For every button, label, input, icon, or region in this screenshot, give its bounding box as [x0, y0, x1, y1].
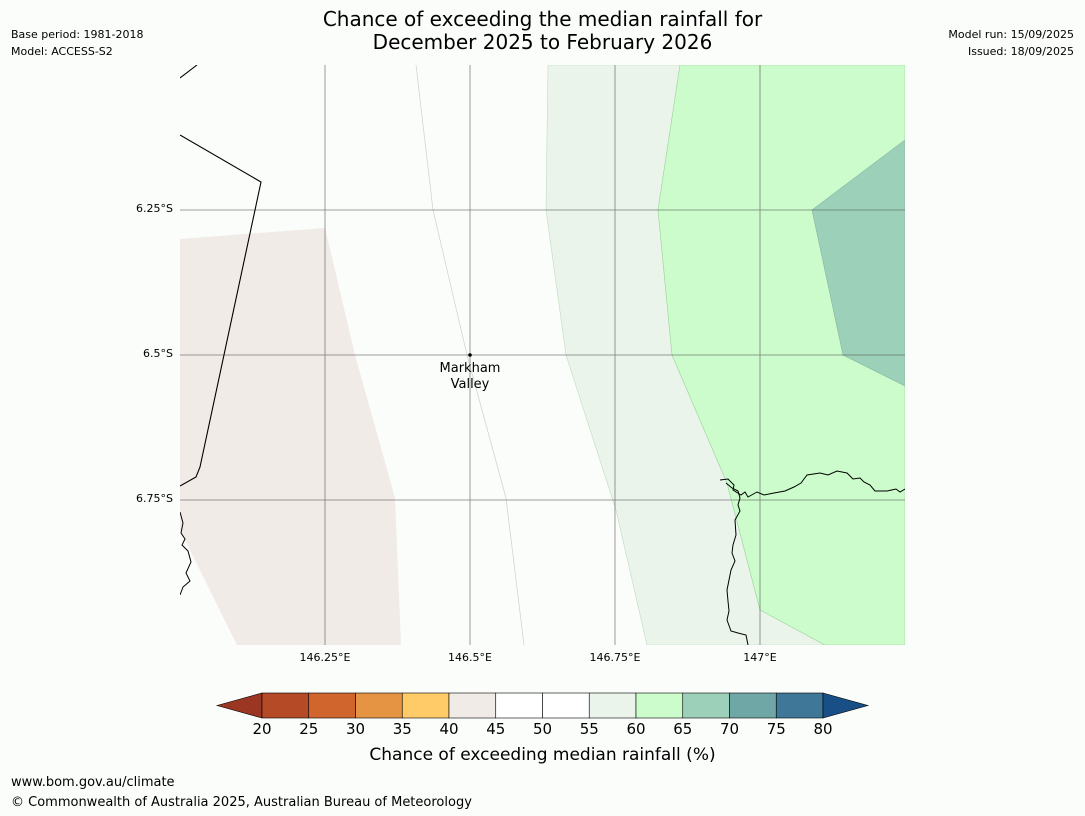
colorbar-cell [542, 692, 590, 719]
lon-label-146-75: 146.75°E [589, 651, 641, 664]
lat-label-6-5: 6.5°S [143, 347, 173, 360]
lat-label-6-75: 6.75°S [136, 492, 173, 505]
colorbar-tick-label: 55 [579, 720, 599, 738]
colorbar-cell [261, 692, 310, 719]
coastline-west [180, 511, 192, 596]
rainfall-map: Markham Valley [180, 65, 905, 645]
province-boundary-2 [180, 134, 262, 487]
title-line-1: Chance of exceeding the median rainfall … [322, 7, 763, 31]
province-boundary [180, 65, 198, 79]
meta-right: Model run: 15/09/2025 Issued: 18/09/2025 [948, 26, 1074, 60]
colorbar-tick-label: 45 [486, 720, 506, 738]
colorbar-extend-high [822, 692, 870, 719]
title-line-2: December 2025 to February 2026 [372, 30, 713, 54]
lon-label-146-25: 146.25°E [299, 651, 351, 664]
coastline-east-inlet [725, 482, 749, 645]
colorbar-title: Chance of exceeding median rainfall (%) [369, 745, 716, 765]
colorbar-tick-label: 65 [673, 720, 693, 738]
colorbar-cell [355, 692, 403, 719]
colorbar-tick-label: 60 [626, 720, 646, 738]
location-name-line1: Markham [440, 361, 501, 376]
colorbar-cell [495, 692, 543, 719]
colorbar-tick-label: 75 [766, 720, 786, 738]
location-marker [468, 353, 472, 357]
colorbar-cell [775, 692, 824, 719]
colorbar-extend-low [215, 692, 263, 719]
coastline-east [719, 470, 905, 498]
colorbar-tick-label: 40 [439, 720, 459, 738]
colorbar-tick-label: 20 [252, 720, 272, 738]
lon-label-146-5: 146.5°E [448, 651, 492, 664]
map-title: Chance of exceeding the median rainfall … [0, 8, 1085, 54]
colorbar-tick-label: 80 [813, 720, 833, 738]
model-name: Model: ACCESS-S2 [11, 45, 113, 58]
model-run: Model run: 15/09/2025 [948, 28, 1074, 41]
colorbar-tick-label: 50 [532, 720, 553, 738]
colorbar-tick-label: 70 [719, 720, 740, 738]
region-65-70 [811, 139, 905, 387]
colorbar-cell [448, 692, 497, 719]
colorbar-cell [308, 692, 356, 719]
colorbar-cell [682, 692, 730, 719]
meta-left: Base period: 1981-2018 Model: ACCESS-S2 [11, 26, 143, 60]
region-40-45 [180, 228, 401, 645]
colorbar-cell [588, 692, 637, 719]
lat-label-6-25: 6.25°S [136, 202, 173, 215]
footer-copyright: © Commonwealth of Australia 2025, Austra… [11, 795, 472, 810]
issued-date: Issued: 18/09/2025 [967, 45, 1074, 58]
base-period: Base period: 1981-2018 [11, 28, 144, 41]
location-name-line2: Valley [451, 377, 490, 392]
colorbar-cell [729, 692, 777, 719]
colorbar-tick-label: 35 [392, 720, 412, 738]
colorbar-cell [635, 692, 684, 719]
colorbar-cell [401, 692, 450, 719]
footer-url[interactable]: www.bom.gov.au/climate [11, 775, 175, 790]
lon-label-147: 147°E [743, 651, 777, 664]
colorbar-tick-label: 25 [299, 720, 319, 738]
colorbar-tick-label: 30 [345, 720, 366, 738]
